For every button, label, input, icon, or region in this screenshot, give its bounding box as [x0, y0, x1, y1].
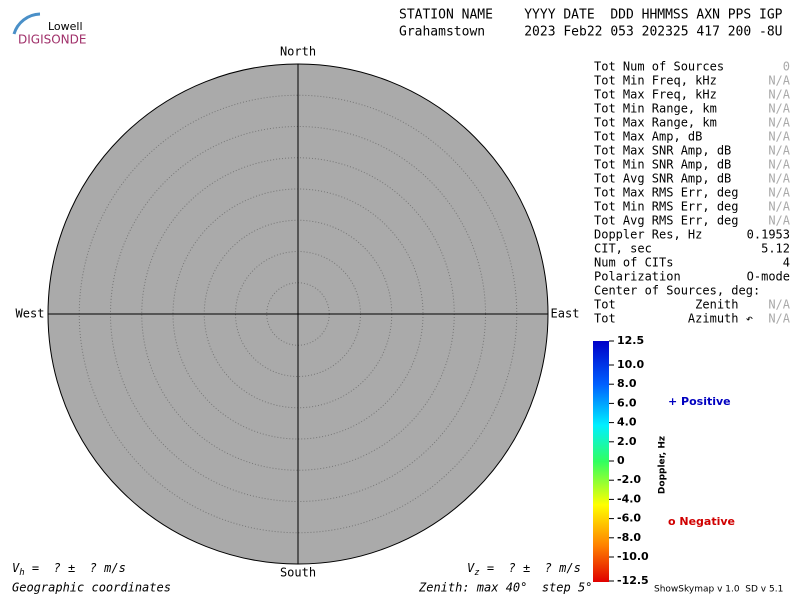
logo-arc	[12, 12, 41, 35]
stat-value: N/A	[768, 102, 790, 116]
header-line: STATION NAME YYYY DATE DDD HHMMSS AXN PP…	[399, 8, 783, 23]
stat-value: 4	[783, 256, 790, 270]
center-value: N/A	[768, 312, 790, 326]
stat-label: Tot Min RMS Err, deg	[594, 200, 739, 214]
stat-label: Tot Max SNR Amp, dB	[594, 144, 731, 158]
version: ShowSkymap v 1.0 SD v 5.1	[654, 585, 783, 595]
stat-label: Tot Num of Sources	[594, 60, 724, 74]
stat-value: O-mode	[747, 270, 790, 284]
logo-bottom: DIGISONDE	[18, 33, 86, 47]
stat-label: Tot Avg RMS Err, deg	[594, 214, 739, 228]
colorbar-label: -8.0	[617, 531, 641, 544]
velocity-z: Vz = ? ± ? m/s	[467, 561, 581, 578]
colorbar-label: 10.0	[617, 358, 644, 371]
colorbar-label: 6.0	[617, 396, 637, 409]
colorbar-label: -6.0	[617, 512, 641, 525]
compass-label: East	[551, 307, 580, 321]
stat-value: 0.1953	[747, 228, 790, 242]
stat-label: Tot Min SNR Amp, dB	[594, 158, 731, 172]
center-label: Tot Zenith	[594, 298, 739, 312]
colorbar-label: 2.0	[617, 435, 637, 448]
stat-value: N/A	[768, 214, 790, 228]
legend-negative: o Negative	[668, 515, 735, 528]
stat-value: N/A	[768, 158, 790, 172]
center-title: Center of Sources, deg:	[594, 284, 760, 298]
stat-label: Tot Max Freq, kHz	[594, 88, 717, 102]
colorbar-label: 12.5	[617, 334, 644, 347]
stat-value: 0	[783, 60, 790, 74]
stat-value: N/A	[768, 186, 790, 200]
zenith-note: Zenith: max 40° step 5°	[418, 581, 592, 595]
stat-label: Polarization	[594, 270, 681, 284]
header-line: Grahamstown 2023 Feb22 053 202325 417 20…	[399, 25, 783, 40]
colorbar-label: -10.0	[617, 550, 649, 563]
center-value: N/A	[768, 298, 790, 312]
stat-label: Doppler Res, Hz	[594, 228, 702, 242]
stat-label: CIT, sec	[594, 242, 652, 256]
stat-value: N/A	[768, 200, 790, 214]
colorbar-title: Doppler, Hz	[658, 436, 668, 494]
stat-value: N/A	[768, 88, 790, 102]
stat-label: Num of CITs	[594, 256, 673, 270]
stat-label: Tot Avg SNR Amp, dB	[594, 172, 731, 186]
compass-label: West	[16, 307, 45, 321]
colorbar-label: 0	[617, 454, 625, 467]
compass-label: South	[280, 566, 316, 580]
stat-label: Tot Max Range, km	[594, 116, 717, 130]
stat-label: Tot Min Freq, kHz	[594, 74, 717, 88]
colorbar-label: -12.5	[617, 574, 649, 587]
velocity-h: Vh = ? ± ? m/s	[12, 561, 126, 578]
center-label: Tot Azimuth ↶	[594, 312, 753, 326]
stat-value: N/A	[768, 74, 790, 88]
coords-note: Geographic coordinates	[12, 581, 171, 595]
stat-value: N/A	[768, 116, 790, 130]
compass-label: North	[280, 45, 316, 59]
stat-value: N/A	[768, 130, 790, 144]
stat-label: Tot Min Range, km	[594, 102, 717, 116]
logo-top: Lowell	[48, 20, 83, 33]
legend-positive: + Positive	[668, 395, 731, 408]
colorbar-label: -4.0	[617, 492, 641, 505]
stat-label: Tot Max RMS Err, deg	[594, 186, 739, 200]
stat-value: N/A	[768, 144, 790, 158]
stat-value: N/A	[768, 172, 790, 186]
colorbar-label: -2.0	[617, 473, 641, 486]
stat-value: 5.12	[761, 242, 790, 256]
stat-label: Tot Max Amp, dB	[594, 130, 702, 144]
colorbar-label: 8.0	[617, 377, 637, 390]
colorbar-label: 4.0	[617, 416, 637, 429]
colorbar	[593, 341, 609, 582]
